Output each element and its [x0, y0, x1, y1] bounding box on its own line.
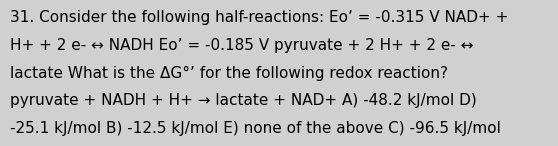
Text: -25.1 kJ/mol B) -12.5 kJ/mol E) none of the above C) -96.5 kJ/mol: -25.1 kJ/mol B) -12.5 kJ/mol E) none of …: [10, 121, 501, 136]
Text: 31. Consider the following half-reactions: Eo’ = -0.315 V NAD+ +: 31. Consider the following half-reaction…: [10, 10, 508, 25]
Text: H+ + 2 e- ↔ NADH Eo’ = -0.185 V pyruvate + 2 H+ + 2 e- ↔: H+ + 2 e- ↔ NADH Eo’ = -0.185 V pyruvate…: [10, 38, 474, 53]
Text: lactate What is the ΔG°’ for the following redox reaction?: lactate What is the ΔG°’ for the followi…: [10, 66, 448, 81]
Text: pyruvate + NADH + H+ → lactate + NAD+ A) -48.2 kJ/mol D): pyruvate + NADH + H+ → lactate + NAD+ A)…: [10, 93, 477, 108]
